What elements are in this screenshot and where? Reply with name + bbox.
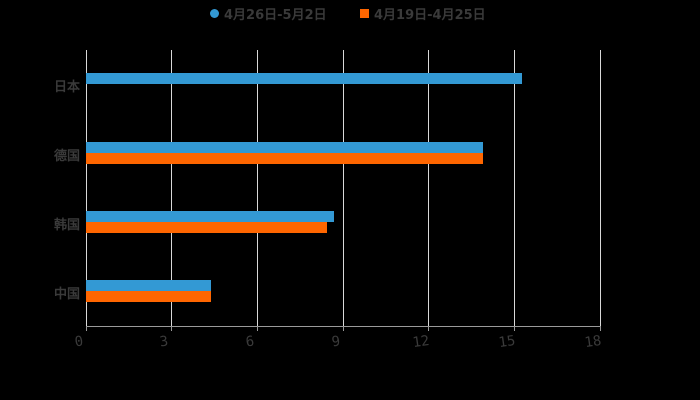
y-category-label: 德国 <box>53 149 80 164</box>
gridline <box>428 50 429 326</box>
legend-circle-icon <box>210 8 219 18</box>
gridline <box>514 50 515 326</box>
y-category-label: 中国 <box>53 287 80 302</box>
x-tick-label: 15 <box>497 332 517 352</box>
legend-item-series-2[interactable]: 4月19日-4月25日 <box>360 4 486 23</box>
gridline <box>171 50 172 326</box>
x-tick-label: 12 <box>411 332 431 352</box>
legend-square-icon <box>360 8 369 18</box>
bar-korea-series-1[interactable] <box>86 211 334 222</box>
gridline <box>86 50 87 326</box>
gridline <box>257 50 258 326</box>
gridline <box>600 50 601 326</box>
bar-germany-series-1[interactable] <box>86 142 483 153</box>
x-tick <box>171 326 172 331</box>
bar-china-series-1[interactable] <box>86 280 211 291</box>
x-tick-label: 0 <box>73 333 85 351</box>
y-category-label: 日本 <box>53 80 80 95</box>
x-tick <box>514 326 515 331</box>
x-tick <box>257 326 258 331</box>
legend-label: 4月26日-5月2日 <box>224 7 327 23</box>
x-tick <box>86 326 87 331</box>
x-tick <box>428 326 429 331</box>
bar-korea-series-2[interactable] <box>86 222 327 233</box>
bar-germany-series-2[interactable] <box>86 153 483 164</box>
x-tick-label: 18 <box>583 332 603 352</box>
bar-china-series-2[interactable] <box>86 291 211 302</box>
x-tick-label: 6 <box>244 333 256 351</box>
x-tick-label: 9 <box>330 333 342 351</box>
x-tick <box>343 326 344 331</box>
x-tick <box>600 326 601 331</box>
bar-japan-series-1[interactable] <box>86 73 522 84</box>
legend: 4月26日-5月2日 4月19日-4月25日 <box>0 4 700 23</box>
x-tick-label: 3 <box>158 333 170 351</box>
gridline <box>343 50 344 326</box>
legend-item-series-1[interactable]: 4月26日-5月2日 <box>210 4 327 23</box>
y-category-label: 韩国 <box>53 218 80 233</box>
legend-label: 4月19日-4月25日 <box>374 7 486 23</box>
